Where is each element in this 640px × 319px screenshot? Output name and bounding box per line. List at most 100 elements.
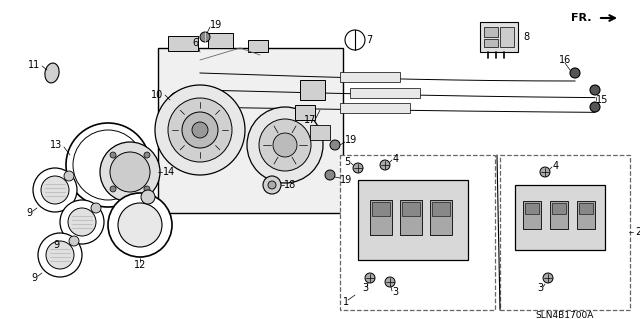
- Circle shape: [168, 98, 232, 162]
- Ellipse shape: [168, 92, 182, 114]
- Circle shape: [543, 273, 553, 283]
- Bar: [350, 88, 420, 98]
- Text: 14: 14: [163, 167, 175, 177]
- Circle shape: [141, 190, 155, 204]
- Bar: [552, 203, 566, 214]
- Polygon shape: [468, 170, 480, 260]
- Bar: [310, 125, 330, 140]
- Circle shape: [91, 203, 101, 213]
- Circle shape: [68, 208, 96, 236]
- Text: 9: 9: [31, 273, 37, 283]
- Text: 5: 5: [344, 157, 350, 167]
- Circle shape: [590, 85, 600, 95]
- Bar: [158, 48, 343, 213]
- Circle shape: [73, 130, 143, 200]
- Bar: [500, 27, 514, 47]
- Polygon shape: [358, 170, 480, 180]
- Circle shape: [118, 203, 162, 247]
- Text: 16: 16: [559, 55, 571, 65]
- Circle shape: [570, 68, 580, 78]
- Circle shape: [144, 186, 150, 192]
- Circle shape: [540, 167, 550, 177]
- Bar: [300, 80, 325, 100]
- Text: 12: 12: [134, 260, 146, 270]
- Text: 19: 19: [210, 20, 222, 30]
- Bar: [430, 200, 452, 235]
- Circle shape: [155, 85, 245, 175]
- Circle shape: [345, 30, 365, 50]
- Text: SLN4B1700A: SLN4B1700A: [536, 311, 594, 319]
- Bar: [523, 201, 541, 229]
- Ellipse shape: [45, 63, 59, 83]
- Text: FR.: FR.: [570, 13, 591, 23]
- Circle shape: [273, 133, 297, 157]
- Circle shape: [64, 171, 74, 181]
- Text: 18: 18: [284, 180, 296, 190]
- Bar: [577, 201, 595, 229]
- Text: 8: 8: [523, 32, 529, 42]
- Text: 1: 1: [343, 297, 349, 307]
- Text: 19: 19: [340, 175, 352, 185]
- Text: 9: 9: [53, 240, 59, 250]
- Circle shape: [365, 273, 375, 283]
- Bar: [295, 105, 315, 120]
- Bar: [370, 200, 392, 235]
- Circle shape: [60, 200, 104, 244]
- Circle shape: [200, 32, 210, 42]
- Bar: [515, 185, 605, 250]
- Circle shape: [110, 152, 116, 158]
- Text: 4: 4: [553, 161, 559, 171]
- Bar: [432, 202, 450, 216]
- Polygon shape: [605, 177, 615, 250]
- Circle shape: [41, 176, 69, 204]
- Bar: [372, 202, 390, 216]
- Bar: [340, 103, 410, 113]
- Circle shape: [247, 107, 323, 183]
- Bar: [400, 200, 422, 235]
- Circle shape: [144, 152, 150, 158]
- Polygon shape: [515, 177, 615, 185]
- Circle shape: [385, 277, 395, 287]
- Circle shape: [66, 123, 150, 207]
- Text: 3: 3: [362, 283, 368, 293]
- Text: 4: 4: [393, 154, 399, 164]
- Text: 2: 2: [635, 227, 640, 237]
- Circle shape: [353, 163, 363, 173]
- Circle shape: [69, 236, 79, 246]
- Circle shape: [330, 140, 340, 150]
- Circle shape: [268, 181, 276, 189]
- Bar: [168, 36, 198, 51]
- Circle shape: [325, 170, 335, 180]
- Bar: [579, 203, 593, 214]
- Bar: [525, 203, 539, 214]
- Bar: [340, 155, 495, 310]
- Text: 7: 7: [366, 35, 372, 45]
- Circle shape: [263, 176, 281, 194]
- Text: 11: 11: [28, 60, 40, 70]
- Text: 6: 6: [192, 38, 198, 48]
- Bar: [208, 33, 233, 48]
- Circle shape: [380, 160, 390, 170]
- Text: 9: 9: [26, 208, 32, 218]
- Bar: [484, 39, 498, 47]
- Circle shape: [259, 119, 311, 171]
- Circle shape: [110, 152, 150, 192]
- Bar: [358, 180, 468, 260]
- Text: 10: 10: [151, 90, 163, 100]
- Circle shape: [108, 193, 172, 257]
- Circle shape: [192, 122, 208, 138]
- Bar: [500, 155, 630, 310]
- Text: 17: 17: [304, 115, 316, 125]
- Text: 19: 19: [345, 135, 357, 145]
- Bar: [248, 40, 268, 52]
- Circle shape: [590, 102, 600, 112]
- Bar: [402, 202, 420, 216]
- Bar: [484, 27, 498, 37]
- Bar: [480, 22, 518, 52]
- Text: 3: 3: [392, 287, 398, 297]
- Circle shape: [38, 233, 82, 277]
- Circle shape: [100, 142, 160, 202]
- Circle shape: [46, 241, 74, 269]
- Text: 3: 3: [537, 283, 543, 293]
- Circle shape: [33, 168, 77, 212]
